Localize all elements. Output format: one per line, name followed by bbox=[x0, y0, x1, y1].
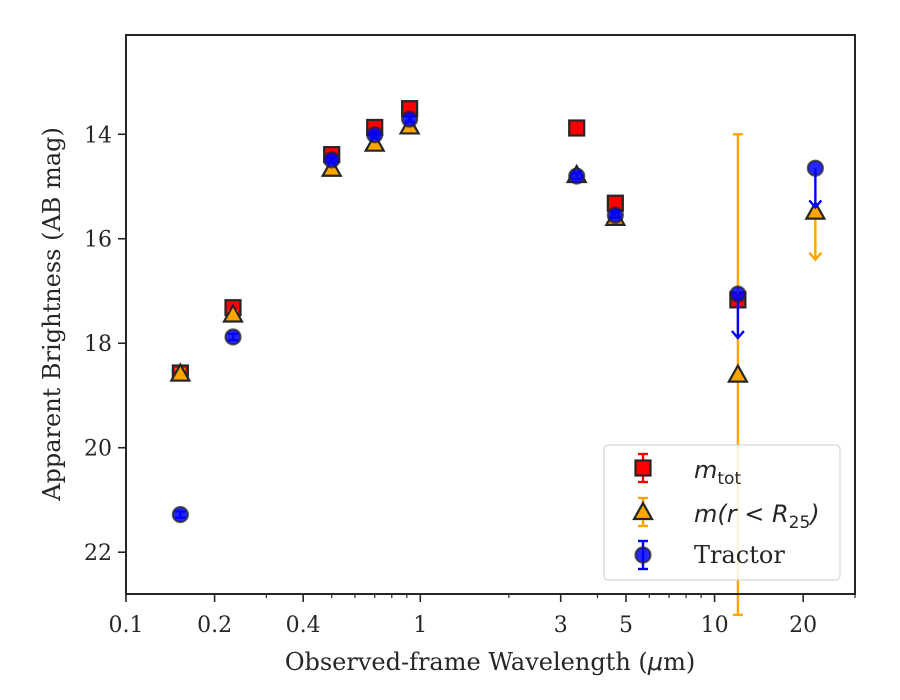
y-tick-label: 16 bbox=[84, 228, 112, 253]
legend-marker-mr25 bbox=[632, 496, 654, 528]
y-tick-label: 14 bbox=[84, 123, 112, 148]
legend-label-mtot: mtot bbox=[694, 456, 741, 489]
data-point-mr25 bbox=[169, 362, 192, 382]
legend-marker bbox=[634, 546, 652, 564]
legend-label-mr25: m(r < R25) bbox=[694, 500, 820, 533]
x-tick-label: 1 bbox=[413, 613, 427, 638]
data-point-mr25 bbox=[727, 363, 749, 383]
x-tick-label: 3 bbox=[554, 613, 568, 638]
y-tick-label: 22 bbox=[84, 541, 112, 566]
y-tick-label: 18 bbox=[84, 332, 112, 357]
x-axis-title-text: Observed-frame Wavelength ( bbox=[285, 648, 648, 676]
x-axis-unit-rest: m) bbox=[663, 648, 695, 676]
data-marks bbox=[169, 100, 827, 617]
data-point-mr25 bbox=[804, 200, 827, 220]
legend-box bbox=[603, 444, 841, 581]
legend-label-tractor: Tractor bbox=[694, 541, 785, 569]
legend-marker-tractor bbox=[634, 539, 652, 571]
x-tick-label: 0.2 bbox=[197, 613, 232, 638]
axis-ticks: 0.1 0.2 0.4 1 3 5 10 20 14 16 18 20 22 bbox=[84, 123, 856, 638]
x-axis-title: Observed-frame Wavelength (μm) bbox=[285, 648, 695, 676]
x-tick-label: 5 bbox=[619, 613, 633, 638]
data-point-tractor bbox=[568, 167, 586, 185]
data-point-tractor bbox=[806, 159, 824, 177]
data-point-tractor bbox=[171, 505, 189, 524]
data-point-tractor bbox=[224, 328, 242, 346]
data-point-tractor bbox=[323, 151, 341, 169]
series-tractor bbox=[171, 110, 824, 524]
legend-marker bbox=[632, 500, 654, 521]
legend-marker bbox=[634, 459, 652, 477]
upper-limit-arrow-head bbox=[808, 199, 823, 210]
y-tick-label: 20 bbox=[84, 437, 112, 462]
data-point-tractor bbox=[366, 126, 384, 144]
x-tick-label: 10 bbox=[701, 613, 729, 638]
data-point-mtot bbox=[568, 119, 586, 137]
x-tick-label: 0.4 bbox=[286, 613, 321, 638]
data-point-tractor bbox=[401, 110, 419, 128]
data-point-mr25 bbox=[222, 303, 244, 323]
x-tick-label: 0.1 bbox=[109, 613, 144, 638]
data-point-tractor bbox=[606, 206, 624, 224]
x-tick-label: 20 bbox=[789, 613, 817, 638]
x-axis-unit-mu: μ bbox=[647, 648, 663, 676]
plot-frame bbox=[125, 34, 856, 595]
y-axis-title: Apparent Brightness (AB mag) bbox=[38, 127, 66, 502]
upper-limit-arrow-head bbox=[808, 251, 823, 262]
legend: mtot m(r < R25) Tractor bbox=[603, 444, 841, 581]
upper-limit-arrow-head bbox=[730, 330, 745, 340]
data-point-tractor bbox=[729, 285, 747, 303]
legend-marker-mtot bbox=[634, 452, 652, 484]
